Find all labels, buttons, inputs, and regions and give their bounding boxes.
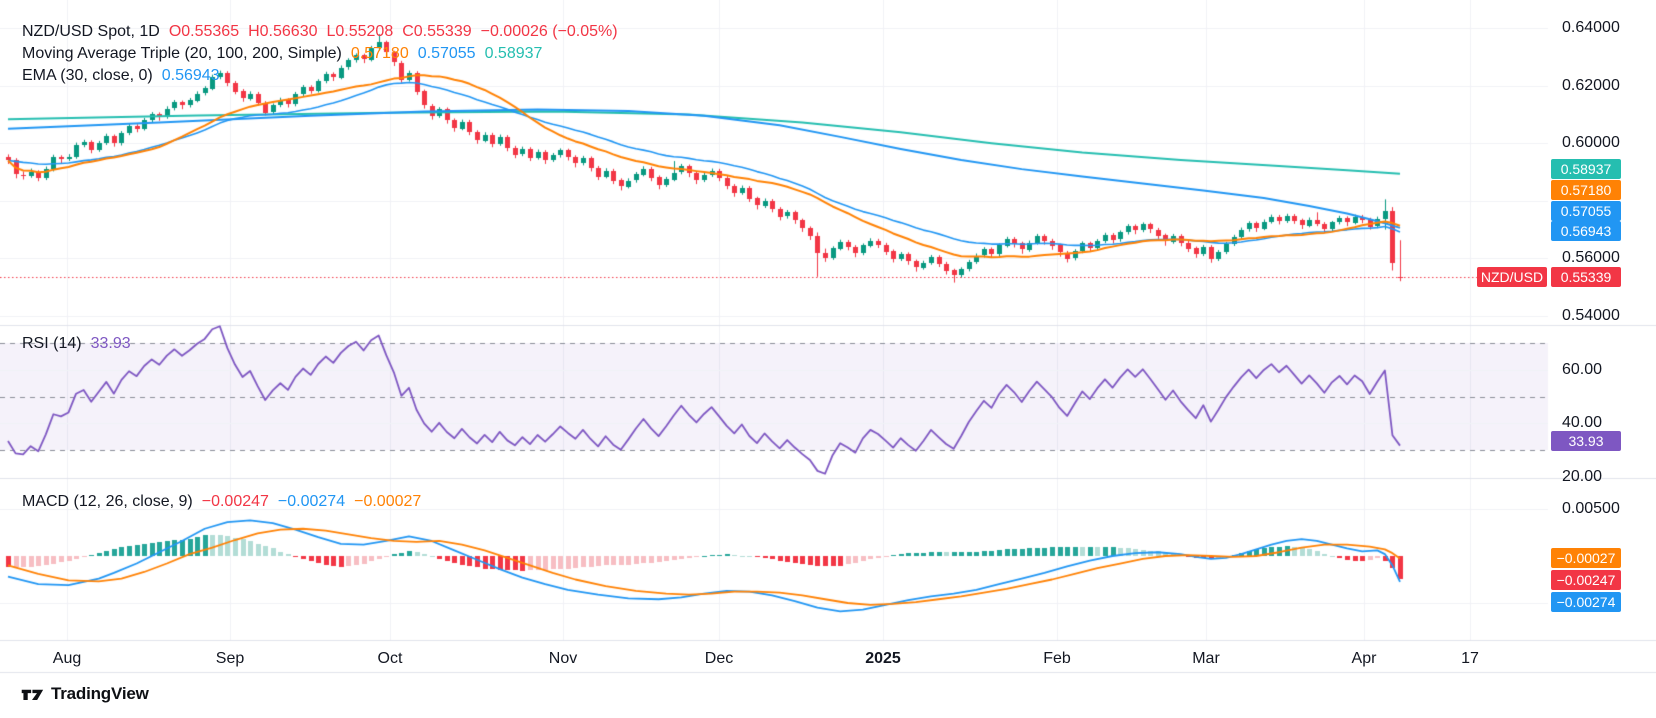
price-scale-tick: 0.62000 bbox=[1562, 76, 1620, 94]
symbol-legend-row[interactable]: NZD/USD Spot, 1D O0.55365 H0.56630 L0.55208… bbox=[22, 22, 627, 42]
symbol-price-label-badge: NZD/USD bbox=[1477, 267, 1547, 287]
axis-price-badge: −0.00247 bbox=[1551, 570, 1621, 590]
symbol-title: NZD/USD Spot, 1D bbox=[22, 23, 160, 40]
price-scale-tick: 0.60000 bbox=[1562, 134, 1620, 152]
sma100-value: 0.57055 bbox=[417, 45, 476, 62]
tradingview-logo-icon bbox=[21, 689, 44, 700]
macd-line-value: −0.00274 bbox=[277, 493, 346, 510]
macd-scale-tick: 0.00500 bbox=[1562, 500, 1620, 517]
macd-signal-value: −0.00027 bbox=[354, 493, 422, 510]
sma200-value: 0.58937 bbox=[484, 45, 543, 62]
time-axis-label-sep: Sep bbox=[215, 650, 245, 667]
axis-price-badge: 0.57055 bbox=[1551, 201, 1621, 221]
price-scale-tick: 0.64000 bbox=[1562, 19, 1620, 36]
price-scale-tick: 0.56000 bbox=[1562, 249, 1620, 267]
ohlc-open-value: O0.55365 bbox=[168, 23, 240, 40]
ema-legend-row[interactable]: EMA (30, close, 0) 0.56943 bbox=[22, 66, 229, 86]
rsi-legend-row[interactable]: RSI (14) 33.93 bbox=[22, 334, 140, 354]
time-axis[interactable] bbox=[0, 641, 1656, 672]
axis-price-badge: 0.57180 bbox=[1551, 180, 1621, 200]
rsi-value: 33.93 bbox=[90, 335, 131, 352]
change-value: −0.00026 (−0.05%) bbox=[480, 23, 618, 40]
time-axis-label-feb: Feb bbox=[1043, 650, 1071, 667]
sma20-value: 0.57180 bbox=[350, 45, 409, 62]
macd-legend-row[interactable]: MACD (12, 26, close, 9) −0.00247 −0.00274−… bbox=[22, 492, 430, 512]
axis-price-badge: 33.93 bbox=[1551, 431, 1621, 451]
ema-value: 0.56943 bbox=[161, 67, 220, 84]
ohlc-low-value: L0.55208 bbox=[326, 23, 394, 40]
ma-triple-title: Moving Average Triple (20, 100, 200, Sim… bbox=[22, 45, 342, 62]
tradingview-logo-text: TradingView bbox=[51, 684, 149, 703]
time-axis-label-17: 17 bbox=[1461, 650, 1479, 667]
ohlc-close-value: C0.55339 bbox=[402, 23, 472, 40]
time-axis-label-apr: Apr bbox=[1351, 650, 1377, 667]
rsi-scale-tick: 20.00 bbox=[1562, 467, 1603, 485]
time-axis-label-2025: 2025 bbox=[865, 650, 901, 667]
axis-price-badge: 0.56943 bbox=[1551, 221, 1621, 241]
rsi-title: RSI (14) bbox=[22, 335, 82, 352]
ma-triple-legend-row[interactable]: Moving Average Triple (20, 100, 200, Sim… bbox=[22, 44, 551, 64]
ema-title: EMA (30, close, 0) bbox=[22, 67, 153, 84]
rsi-scale-tick: 60.00 bbox=[1562, 360, 1603, 378]
time-axis-label-dec: Dec bbox=[704, 650, 734, 667]
macd-title: MACD (12, 26, close, 9) bbox=[22, 493, 193, 510]
tradingview-watermark[interactable]: TradingView bbox=[20, 682, 149, 706]
time-axis-label-mar: Mar bbox=[1192, 650, 1220, 667]
axis-price-badge: 0.55339 bbox=[1551, 267, 1621, 287]
time-axis-label-aug: Aug bbox=[52, 650, 82, 667]
time-axis-label-oct: Oct bbox=[377, 650, 403, 667]
axis-price-badge: −0.00027 bbox=[1551, 548, 1621, 568]
axis-price-badge: 0.58937 bbox=[1551, 159, 1621, 179]
ohlc-high-value: H0.56630 bbox=[248, 23, 318, 40]
rsi-scale-tick: 40.00 bbox=[1562, 414, 1603, 432]
time-axis-label-nov: Nov bbox=[548, 650, 578, 667]
macd-histogram-value: −0.00247 bbox=[201, 493, 269, 510]
price-scale-tick: 0.54000 bbox=[1562, 307, 1620, 324]
axis-price-badge: −0.00274 bbox=[1551, 592, 1621, 612]
